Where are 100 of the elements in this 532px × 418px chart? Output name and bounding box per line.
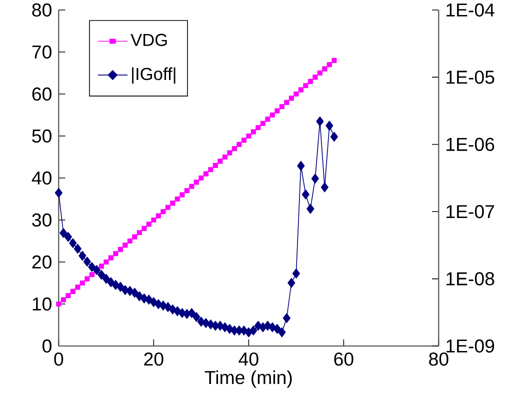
y-tick-label: 0: [42, 339, 52, 353]
point: [130, 288, 138, 298]
y2-tick-label: 1E-06: [446, 138, 494, 152]
point: [107, 277, 115, 288]
point: [160, 209, 166, 214]
point: [192, 312, 200, 322]
point: [88, 262, 96, 272]
legend-label: VDG: [130, 34, 167, 46]
y2-tick-label: 1E-04: [446, 3, 494, 17]
point: [284, 100, 290, 105]
point: [184, 188, 190, 194]
point: [116, 282, 124, 292]
point: [208, 167, 214, 172]
x-axis-title: Time (min): [204, 370, 292, 388]
point: [316, 116, 324, 126]
point: [306, 204, 314, 214]
point: [330, 132, 338, 142]
point: [78, 250, 86, 261]
point: [174, 196, 180, 202]
y-tick-label: 50: [32, 129, 52, 143]
point: [83, 256, 91, 267]
point: [89, 272, 94, 278]
y-tick-label: 20: [32, 255, 52, 269]
point: [118, 246, 123, 252]
point: [180, 192, 185, 198]
y2-tick-label: 1E-09: [446, 339, 494, 353]
point: [98, 264, 104, 269]
legend-label: |IGoff|: [132, 67, 176, 84]
point: [303, 83, 308, 88]
point: [292, 268, 300, 278]
point: [282, 313, 290, 324]
point: [322, 66, 328, 72]
point: [203, 171, 208, 176]
point: [189, 184, 194, 189]
point: [332, 58, 337, 63]
x-tick-label: 0: [54, 352, 64, 366]
point: [311, 174, 319, 184]
point: [84, 276, 90, 282]
point: [92, 265, 100, 275]
y2-tick-label: 1E-08: [446, 272, 494, 286]
point: [256, 125, 261, 130]
y2-tick-label: 1E-05: [446, 70, 494, 84]
y-tick-label: 80: [32, 3, 52, 17]
point: [317, 70, 322, 76]
y-tick-label: 10: [32, 297, 52, 311]
point: [66, 293, 71, 298]
point: [74, 244, 82, 254]
point: [127, 238, 132, 244]
point: [98, 270, 106, 280]
point: [146, 222, 152, 227]
point: [188, 308, 196, 318]
point: [80, 280, 85, 286]
point: [250, 326, 258, 336]
point: [212, 162, 218, 168]
x-tick-label: 80: [429, 352, 448, 366]
point: [150, 297, 158, 308]
point: [312, 74, 318, 80]
point: [241, 138, 246, 143]
y-tick-label: 60: [32, 87, 52, 101]
point: [270, 112, 275, 118]
point: [170, 200, 176, 206]
point: [227, 150, 232, 156]
point: [156, 213, 161, 218]
point: [198, 175, 204, 181]
point: [298, 87, 304, 92]
x-tick-label: 60: [334, 352, 354, 366]
point: [273, 324, 281, 334]
y-tick-label: 30: [32, 213, 52, 227]
point: [142, 226, 147, 231]
point: [236, 142, 242, 147]
point: [302, 190, 310, 200]
point: [54, 188, 62, 198]
point: [136, 230, 142, 236]
point: [320, 182, 328, 192]
point: [265, 116, 270, 122]
point: [326, 62, 332, 68]
point: [122, 242, 128, 248]
point: [165, 204, 170, 210]
point: [232, 146, 237, 152]
point: [132, 234, 138, 240]
point: [69, 238, 77, 248]
point: [278, 327, 286, 338]
x-tick-label: 40: [238, 352, 258, 366]
point: [113, 251, 118, 256]
point: [308, 78, 313, 84]
y-tick-label: 70: [32, 45, 52, 59]
point: [60, 228, 68, 238]
point: [222, 154, 228, 160]
point: [279, 104, 284, 110]
point: [70, 288, 76, 294]
point: [104, 259, 109, 265]
point: [64, 232, 72, 242]
point: [297, 160, 305, 171]
point: [274, 108, 280, 114]
point: [60, 297, 66, 302]
point: [164, 302, 172, 312]
point: [194, 180, 199, 185]
point: [326, 120, 334, 131]
point: [151, 217, 156, 223]
x-tick-label: 20: [144, 352, 164, 366]
